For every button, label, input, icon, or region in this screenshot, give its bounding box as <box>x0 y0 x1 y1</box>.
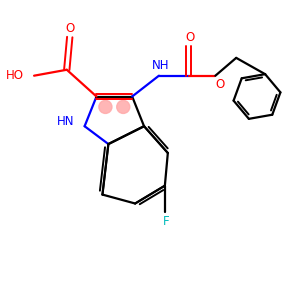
Circle shape <box>117 100 130 113</box>
Text: F: F <box>163 215 170 228</box>
Circle shape <box>99 100 112 113</box>
Text: HN: HN <box>57 115 74 128</box>
Text: O: O <box>65 22 74 34</box>
Text: HO: HO <box>6 69 24 82</box>
Text: O: O <box>215 78 224 91</box>
Text: O: O <box>185 31 195 44</box>
Text: NH: NH <box>152 59 169 72</box>
